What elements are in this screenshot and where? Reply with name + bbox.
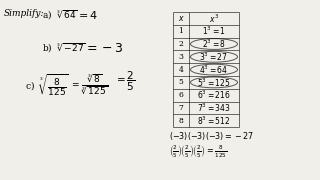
Text: $= -3$: $= -3$ [84,42,124,55]
Text: a)  $\sqrt[3]{64}$: a) $\sqrt[3]{64}$ [42,9,78,22]
Text: 1: 1 [179,27,183,35]
Text: $6^3 = 216$: $6^3 = 216$ [197,89,231,101]
Text: 7: 7 [179,104,183,112]
Text: b)  $\sqrt[3]{-27}$: b) $\sqrt[3]{-27}$ [42,42,86,55]
Text: $x$: $x$ [178,14,184,23]
Text: $8^3 = 512$: $8^3 = 512$ [197,115,231,127]
Text: $4^3 = 64$: $4^3 = 64$ [199,63,228,76]
Text: $= \dfrac{\sqrt[3]{8}}{\sqrt[3]{125}}$: $= \dfrac{\sqrt[3]{8}}{\sqrt[3]{125}}$ [70,73,108,97]
Text: $3^3 = 27$: $3^3 = 27$ [199,51,228,63]
Text: 3: 3 [179,53,183,61]
Text: 6: 6 [179,91,183,99]
Text: $2^3 = 8$: $2^3 = 8$ [202,38,226,50]
Text: 5: 5 [179,78,183,86]
Text: 4: 4 [179,66,183,74]
Text: $= 4$: $= 4$ [76,9,98,21]
Text: $1^3 = 1$: $1^3 = 1$ [202,25,226,37]
Text: $7^3 = 343$: $7^3 = 343$ [197,102,231,114]
Text: 2: 2 [179,40,183,48]
Text: $5^3 = 125$: $5^3 = 125$ [197,76,231,89]
Text: $x^3$: $x^3$ [209,12,219,25]
Text: c)  $\sqrt[3]{\dfrac{8}{125}}$: c) $\sqrt[3]{\dfrac{8}{125}}$ [25,73,69,98]
Text: Simplify:: Simplify: [4,9,44,18]
Text: $(-3)(-3)(-3) = -27$: $(-3)(-3)(-3) = -27$ [169,130,254,142]
Text: $= \dfrac{2}{5}$: $= \dfrac{2}{5}$ [114,70,135,93]
Text: 8: 8 [179,117,183,125]
Text: $\left(\frac{2}{5}\right)\left(\frac{2}{5}\right)\left(\frac{2}{5}\right) = \fra: $\left(\frac{2}{5}\right)\left(\frac{2}{… [169,143,227,159]
